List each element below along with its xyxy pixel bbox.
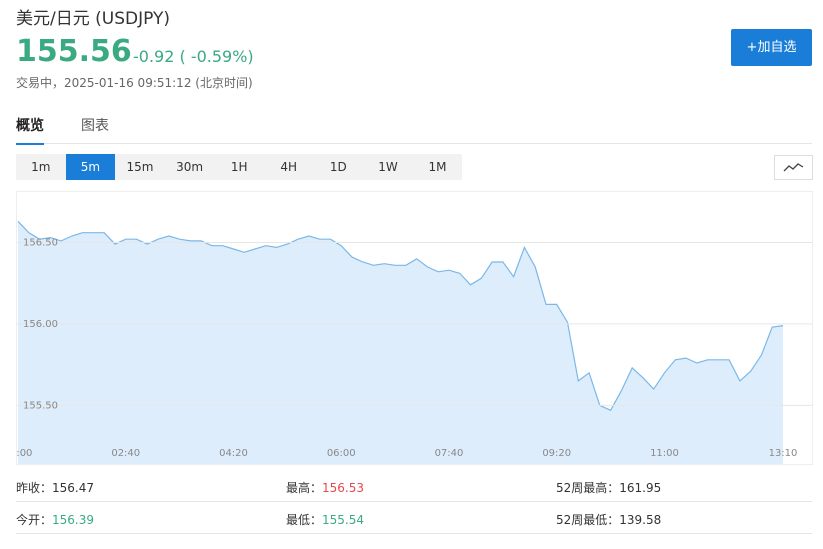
stat: 今开：156.39 — [16, 511, 94, 528]
stat-value: 156.47 — [52, 481, 95, 495]
stats-row: 今开：156.39 最低：155.54 52周最低：139.58 — [16, 502, 812, 534]
chart-icon — [783, 163, 804, 172]
range-button[interactable]: 1D — [329, 160, 347, 174]
stats-row: 昨收：156.47 最高：156.53 52周最高：161.95 — [16, 470, 812, 502]
tab[interactable]: 概览 — [16, 115, 44, 145]
change-value: -0.92 — [133, 47, 175, 66]
stat-label: 最低： — [286, 513, 323, 527]
price: 155.56 — [16, 34, 132, 69]
stat: 最高：156.53 — [286, 479, 364, 496]
x-tick-label: 13:10 — [769, 448, 798, 459]
range-button[interactable]: 1H — [230, 160, 248, 174]
range-button[interactable]: 1m — [31, 160, 51, 174]
range-button[interactable]: 15m — [126, 160, 154, 174]
change-pct: ( -0.59%) — [179, 47, 254, 66]
range-button[interactable]: 30m — [176, 160, 204, 174]
stat-value: 156.53 — [322, 481, 365, 495]
y-tick-label: 155.50 — [23, 400, 58, 411]
x-tick-label: 11:00 — [650, 448, 679, 459]
stat-label: 最高： — [286, 481, 323, 495]
stat-value: 139.58 — [619, 513, 662, 527]
x-tick-label: 09:20 — [542, 448, 571, 459]
x-tick-label: 07:40 — [435, 448, 464, 459]
stat-label: 昨收： — [16, 481, 53, 495]
x-tick-label: 04:20 — [219, 448, 248, 459]
range-button[interactable]: 1W — [378, 160, 398, 174]
status: 交易中，2025-01-16 09:51:12 (北京时间) — [16, 76, 253, 90]
area — [18, 221, 783, 464]
stat-value: 156.39 — [52, 513, 95, 527]
stat-value: 161.95 — [619, 481, 662, 495]
stat: 52周最低：139.58 — [556, 511, 661, 528]
stat: 52周最高：161.95 — [556, 479, 661, 496]
y-tick-label: 156.00 — [23, 319, 58, 330]
tab[interactable]: 图表 — [81, 118, 109, 134]
range-button[interactable]: 1M — [428, 160, 447, 174]
stat-label: 52周最高： — [556, 481, 620, 495]
stat-label: 52周最低： — [556, 513, 620, 527]
x-tick-label: 02:40 — [111, 448, 140, 459]
range-button[interactable]: 5m — [65, 154, 116, 180]
tabs: 概览 图表 — [16, 112, 812, 145]
chart-style-button[interactable] — [774, 155, 813, 180]
range-selector: 1m 5m 15m 30m 1H 4H 1D 1W 1M — [16, 154, 463, 180]
title: 美元/日元 (USDJPY) — [16, 9, 170, 29]
stat-label: 今开： — [16, 513, 53, 527]
line — [17, 220, 784, 412]
change: -0.92 ( -0.59%) — [133, 47, 254, 66]
stat: 昨收：156.47 — [16, 479, 94, 496]
range-button[interactable]: 4H — [280, 160, 298, 174]
x-tick-label: 06:00 — [327, 448, 356, 459]
stat-value: 155.54 — [322, 513, 365, 527]
x-tick-label: 01:00 — [16, 448, 32, 459]
y-tick-label: 156.50 — [23, 237, 58, 248]
chart: 156.50 156.00 155.50 01:00 02:40 04:20 06:00 07… — [16, 191, 813, 465]
add-watchlist-button[interactable]: +加自选 — [731, 29, 812, 66]
stat: 最低：155.54 — [286, 511, 364, 528]
